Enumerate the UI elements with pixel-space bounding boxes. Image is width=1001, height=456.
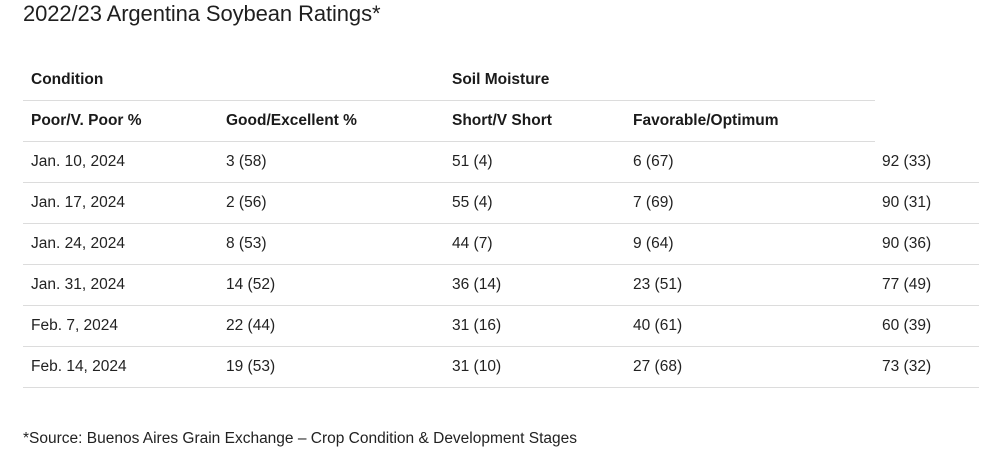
value-cell: 36 (14)	[452, 276, 502, 293]
group-header-condition: Condition	[31, 71, 104, 88]
value-cell: 60 (39)	[882, 317, 932, 334]
value-cell: 27 (68)	[633, 358, 683, 375]
value-cell: 90 (36)	[882, 235, 932, 252]
date-cell: Feb. 7, 2024	[31, 317, 119, 334]
value-cell: 7 (69)	[633, 194, 674, 211]
table-row: Feb. 7, 2024 22 (44) 31 (16) 40 (61) 60 (39)	[23, 306, 979, 347]
value-cell: 44 (7)	[452, 235, 493, 252]
date-cell: Jan. 24, 2024	[31, 235, 125, 252]
value-cell: 9 (64)	[633, 235, 674, 252]
date-cell: Feb. 14, 2024	[31, 358, 127, 375]
value-cell: 31 (10)	[452, 358, 502, 375]
source-footnote: *Source: Buenos Aires Grain Exchange – C…	[23, 430, 578, 447]
table-row: Jan. 10, 2024 3 (58) 51 (4) 6 (67) 92 (33)	[23, 142, 979, 183]
value-cell: 51 (4)	[452, 153, 493, 170]
value-cell: 14 (52)	[226, 276, 276, 293]
table-group-header-row: Condition Soil Moisture	[23, 60, 875, 101]
table-column-header-row: Poor/V. Poor % Good/Excellent % Short/V …	[23, 101, 875, 142]
table-row: Jan. 17, 2024 2 (56) 55 (4) 7 (69) 90 (31)	[23, 183, 979, 224]
value-cell: 23 (51)	[633, 276, 683, 293]
table-row: Feb. 14, 2024 19 (53) 31 (10) 27 (68) 73 (32…	[23, 347, 979, 388]
table-body: Jan. 10, 2024 3 (58) 51 (4) 6 (67) 92 (33) Ja…	[23, 142, 979, 388]
value-cell: 22 (44)	[226, 317, 276, 334]
column-header-short: Short/V Short	[452, 112, 552, 129]
column-header-favorable: Favorable/Optimum	[633, 112, 779, 129]
value-cell: 90 (31)	[882, 194, 932, 211]
value-cell: 92 (33)	[882, 153, 932, 170]
group-header-soil-moisture: Soil Moisture	[452, 71, 550, 88]
value-cell: 40 (61)	[633, 317, 683, 334]
value-cell: 2 (56)	[226, 194, 267, 211]
date-cell: Jan. 17, 2024	[31, 194, 125, 211]
value-cell: 55 (4)	[452, 194, 493, 211]
value-cell: 3 (58)	[226, 153, 267, 170]
value-cell: 8 (53)	[226, 235, 267, 252]
value-cell: 73 (32)	[882, 358, 932, 375]
table-row: Jan. 24, 2024 8 (53) 44 (7) 9 (64) 90 (36)	[23, 224, 979, 265]
value-cell: 6 (67)	[633, 153, 674, 170]
page-title: 2022/23 Argentina Soybean Ratings*	[23, 1, 381, 26]
soybean-ratings-table: Condition Soil Moisture Poor/V. Poor % G…	[23, 60, 979, 388]
date-cell: Jan. 31, 2024	[31, 276, 125, 293]
table-row: Jan. 31, 2024 14 (52) 36 (14) 23 (51) 77 (49…	[23, 265, 979, 306]
column-header-poor: Poor/V. Poor %	[31, 112, 142, 129]
value-cell: 77 (49)	[882, 276, 932, 293]
date-cell: Jan. 10, 2024	[31, 153, 125, 170]
column-header-good: Good/Excellent %	[226, 112, 357, 129]
value-cell: 31 (16)	[452, 317, 502, 334]
value-cell: 19 (53)	[226, 358, 276, 375]
